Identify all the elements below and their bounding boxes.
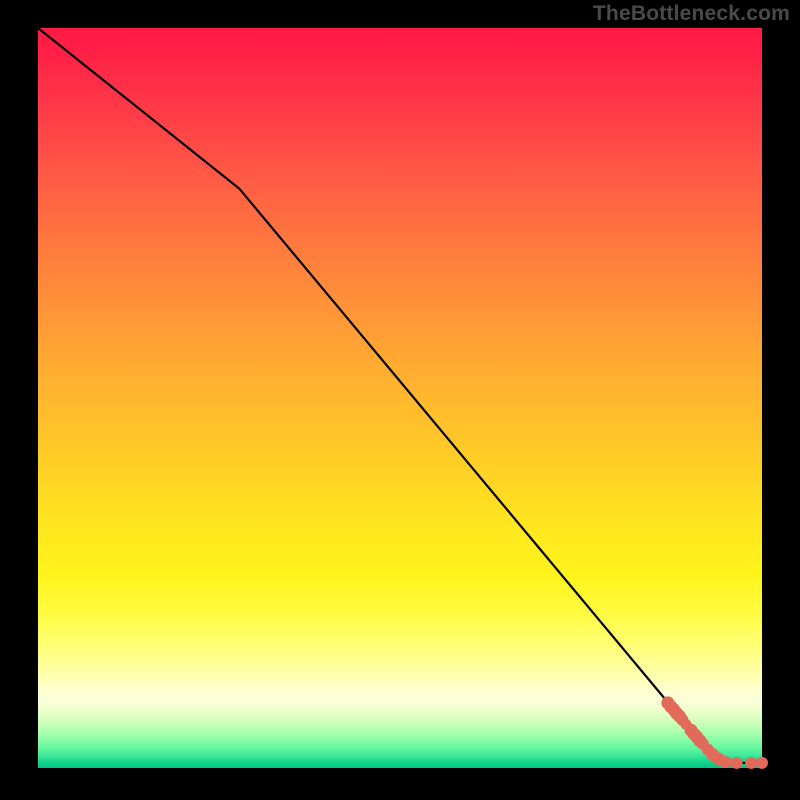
chart-svg [0,0,800,800]
scatter-point [745,757,757,769]
watermark-text: TheBottleneck.com [593,2,790,26]
plot-background [38,28,762,768]
scatter-point [731,757,743,769]
scatter-point [720,756,732,768]
scatter-point [756,757,768,769]
chart-stage: TheBottleneck.com [0,0,800,800]
